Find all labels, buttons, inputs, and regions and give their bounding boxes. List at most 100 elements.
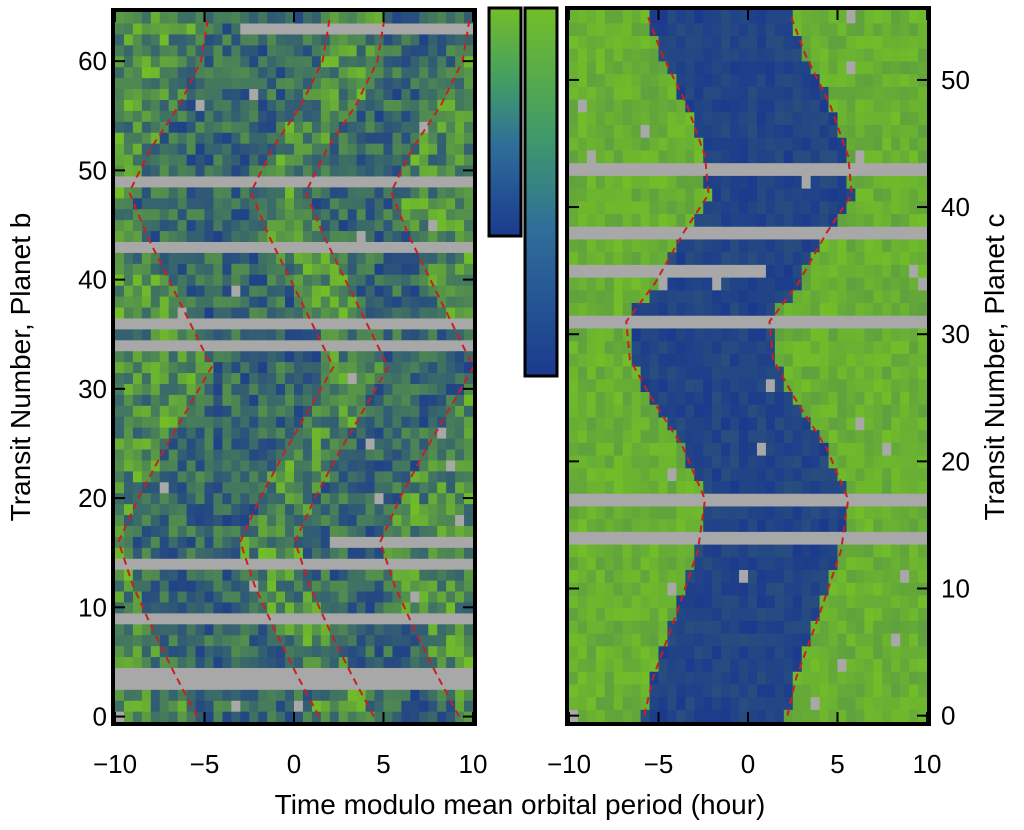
heatmap-cell <box>739 213 749 227</box>
heatmap-cell <box>909 429 919 443</box>
heatmap-cell <box>801 35 812 49</box>
heatmap-cell <box>419 634 429 647</box>
heatmap-cell <box>419 208 429 221</box>
heatmap-cell <box>115 33 125 46</box>
heatmap-cell <box>204 274 215 286</box>
heatmap-cell <box>302 22 313 35</box>
heatmap-cell <box>294 132 304 144</box>
heatmap-cell <box>918 99 928 113</box>
heatmap-cell <box>383 634 394 647</box>
heatmap-cell <box>676 455 686 469</box>
heatmap-cell <box>132 22 143 35</box>
heatmap-cell <box>613 175 624 189</box>
heatmap-cell <box>765 645 776 660</box>
heatmap-cell <box>159 154 170 166</box>
heatmap-cell <box>464 33 474 46</box>
heatmap-cell <box>168 186 179 199</box>
heatmap-cell <box>855 162 865 176</box>
heatmap-cell <box>774 467 785 482</box>
heatmap-cell <box>918 277 928 291</box>
heatmap-cell <box>249 590 259 603</box>
heatmap-cell <box>891 518 901 532</box>
heatmap-cell <box>249 547 259 559</box>
heatmap-cell <box>365 175 376 188</box>
heatmap-cell <box>685 493 695 507</box>
heatmap-cell <box>132 492 143 505</box>
heatmap-cell <box>658 518 669 532</box>
heatmap-cell <box>455 536 465 548</box>
heatmap-cell <box>231 481 241 494</box>
heatmap-cell <box>756 289 767 304</box>
heatmap-cell <box>285 689 295 701</box>
heatmap-cell <box>285 77 295 90</box>
heatmap-cell <box>168 448 179 461</box>
heatmap-cell <box>437 656 447 668</box>
heatmap-cell <box>569 467 579 482</box>
heatmap-cell <box>918 48 928 62</box>
heatmap-cell <box>168 22 179 35</box>
heatmap-cell <box>437 241 447 253</box>
heatmap-cell <box>204 612 215 625</box>
heatmap-cell <box>455 143 465 155</box>
heatmap-cell <box>577 149 588 164</box>
heatmap-cell <box>631 366 642 380</box>
heatmap-cell <box>249 197 259 210</box>
y-tick-label: 50 <box>78 155 107 185</box>
heatmap-cell <box>123 394 134 406</box>
heatmap-cell <box>640 696 651 710</box>
heatmap-cell <box>276 164 286 177</box>
heatmap-cell <box>909 340 919 354</box>
heatmap-cell <box>231 645 241 658</box>
heatmap-cell <box>756 137 767 151</box>
heatmap-cell <box>464 372 474 384</box>
heatmap-cell <box>338 263 349 275</box>
heatmap-cell <box>276 514 286 526</box>
heatmap-cell <box>446 175 456 188</box>
heatmap-cell <box>419 547 429 559</box>
heatmap-cell <box>168 132 179 144</box>
heatmap-cell <box>446 44 456 57</box>
heatmap-cell <box>837 696 848 710</box>
colorbar-planet-c <box>523 6 559 378</box>
heatmap-cell <box>276 44 286 57</box>
heatmap-cell <box>569 137 579 151</box>
heatmap-cell <box>604 48 615 62</box>
heatmap-cell <box>658 22 669 37</box>
heatmap-cell <box>694 620 704 634</box>
heatmap-cell <box>311 252 322 264</box>
heatmap-cell <box>338 492 349 505</box>
heatmap-cell <box>918 149 928 164</box>
heatmap-cell <box>604 340 615 354</box>
heatmap-cell <box>356 33 367 46</box>
heatmap-cell <box>774 556 785 571</box>
heatmap-cell <box>640 455 651 469</box>
heatmap-cell <box>258 612 268 625</box>
heatmap-cell <box>783 200 794 215</box>
heatmap-cell <box>258 416 268 428</box>
heatmap-cell <box>721 366 731 380</box>
heatmap-cell <box>855 48 865 62</box>
heatmap-cell <box>595 35 606 49</box>
heatmap-cell <box>168 394 179 406</box>
heatmap-cell <box>631 277 642 291</box>
heatmap-cell <box>918 696 928 710</box>
heatmap-cell <box>419 66 429 79</box>
heatmap-cell <box>150 405 161 417</box>
heatmap-cell <box>222 711 232 723</box>
heatmap-cell <box>419 645 429 658</box>
heatmap-cell <box>115 296 125 308</box>
heatmap-cell <box>195 350 206 363</box>
heatmap-cell <box>141 601 152 614</box>
heatmap-cell <box>356 186 367 199</box>
heatmap-cell <box>873 238 883 253</box>
heatmap-cell <box>748 645 758 660</box>
heatmap-cell <box>464 612 474 625</box>
heatmap-cell <box>195 645 206 658</box>
heatmap-cell <box>320 634 331 647</box>
heatmap-cell <box>338 601 349 614</box>
heatmap-cell <box>792 149 803 164</box>
heatmap-cell <box>455 306 465 319</box>
heatmap-cell <box>765 60 776 75</box>
heatmap-cell <box>577 264 588 278</box>
heatmap-cell <box>446 186 456 199</box>
